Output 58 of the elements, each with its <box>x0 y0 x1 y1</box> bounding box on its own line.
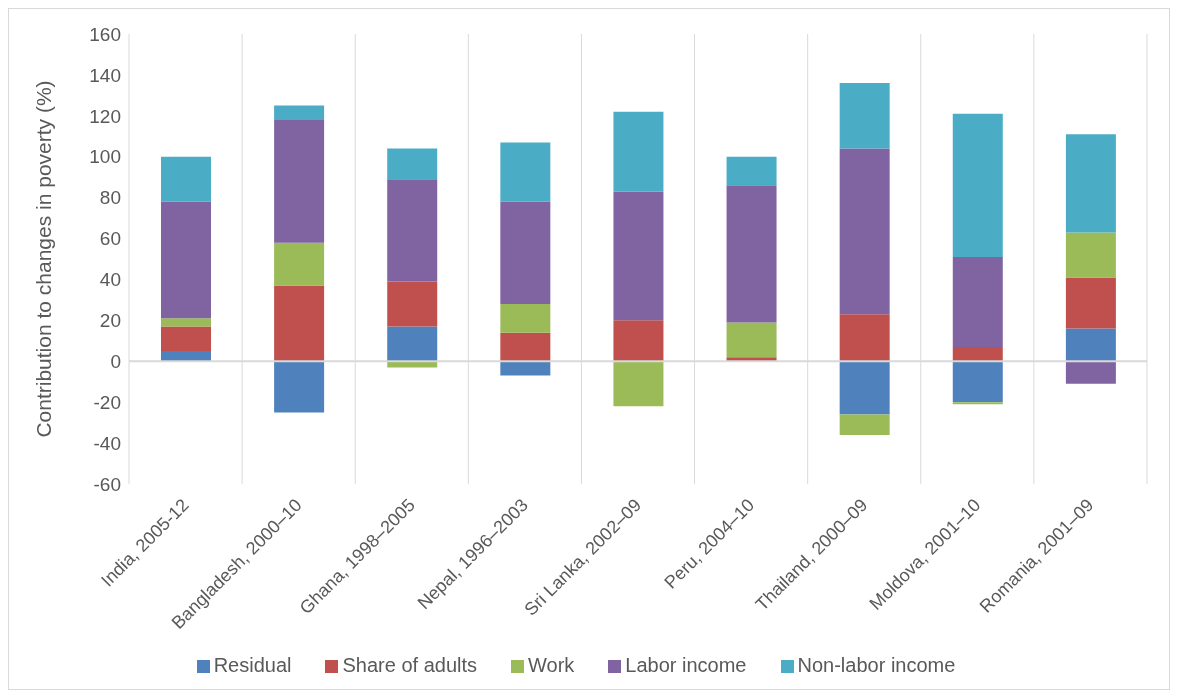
bar <box>1065 361 1116 384</box>
bar <box>274 119 325 243</box>
y-tick-label: 140 <box>89 64 121 86</box>
bar <box>500 332 551 362</box>
y-tick-label: 0 <box>110 351 121 373</box>
bar <box>613 320 664 362</box>
bar <box>1065 134 1116 233</box>
bar <box>839 314 890 362</box>
bar <box>952 361 1003 403</box>
bar <box>500 142 551 202</box>
bar <box>952 256 1003 347</box>
legend-label: Labor income <box>625 654 747 676</box>
bar <box>500 304 551 333</box>
legend-label: Share of adults <box>342 654 477 676</box>
bar <box>726 185 777 323</box>
bar <box>274 361 325 413</box>
bar <box>387 148 438 180</box>
bar <box>1065 232 1116 278</box>
y-tick-label: 60 <box>99 228 121 250</box>
legend-label: Residual <box>213 654 292 676</box>
y-tick-label: 20 <box>99 310 121 332</box>
y-tick-label: 120 <box>89 105 121 127</box>
bar <box>726 156 777 186</box>
bar <box>839 414 890 435</box>
y-tick-label: 160 <box>89 23 121 45</box>
bar <box>274 105 325 120</box>
bar <box>952 346 1003 362</box>
y-tick-label: -60 <box>93 473 121 495</box>
y-axis-title: Contribution to changes in poverty (%) <box>32 80 56 438</box>
bar <box>613 191 664 321</box>
bar <box>613 111 664 192</box>
bar <box>952 402 1003 405</box>
bar <box>839 148 890 315</box>
bar <box>839 361 890 415</box>
y-tick-label: 100 <box>89 146 121 168</box>
bar <box>161 326 211 352</box>
bar <box>387 179 438 282</box>
legend-label: Work <box>528 654 575 676</box>
bar <box>274 242 325 286</box>
y-tick-label: 40 <box>99 269 121 291</box>
y-tick-label: 80 <box>99 187 121 209</box>
bar <box>839 83 890 149</box>
bar <box>952 113 1003 257</box>
bar <box>161 201 211 319</box>
bar <box>387 281 438 327</box>
bar <box>500 361 551 376</box>
legend-label: Non-labor income <box>797 654 956 676</box>
bar <box>161 156 211 202</box>
bar <box>161 318 211 327</box>
bar <box>274 285 325 362</box>
bar <box>726 322 777 358</box>
bar <box>1065 328 1116 362</box>
bar <box>500 201 551 304</box>
bar <box>387 326 438 362</box>
y-tick-label: -40 <box>93 432 121 454</box>
bar <box>1065 277 1116 329</box>
bar <box>613 361 664 407</box>
y-tick-label: -20 <box>93 391 121 413</box>
